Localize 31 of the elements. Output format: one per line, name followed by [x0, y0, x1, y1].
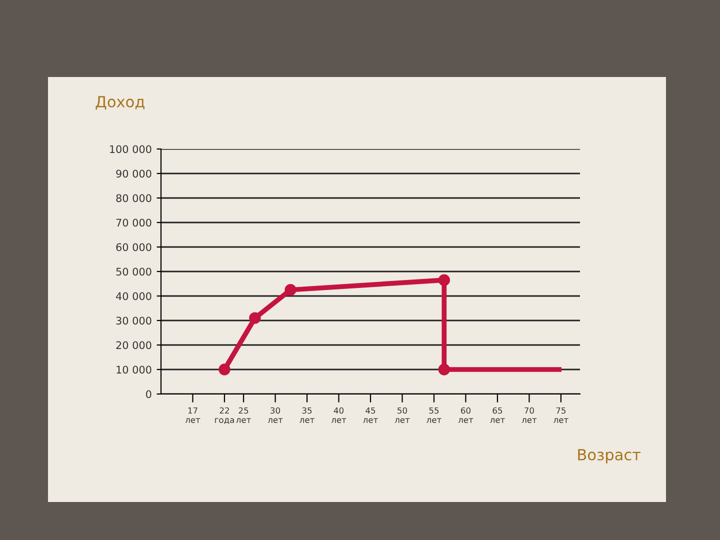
y-tick-label: 100 000 — [110, 145, 152, 154]
x-tick-label: 17 лет — [185, 407, 200, 423]
x-tick-label: 50 лет — [394, 407, 410, 423]
x-tick-label: 40 лет — [331, 407, 346, 423]
x-tick-label: 45 лет — [363, 407, 378, 423]
y-tick-label: 80 000 — [116, 194, 152, 202]
x-axis-title: Возраст — [578, 449, 641, 464]
point — [249, 312, 261, 324]
x-tick-label: 25 лет — [236, 407, 251, 423]
point — [438, 274, 450, 286]
y-tick-label: 20 000 — [116, 341, 152, 350]
point — [218, 364, 230, 376]
x-tick-label: 65 лет — [490, 407, 505, 423]
x-tick-label: 70 лет — [522, 407, 537, 423]
y-tick-label: 10 000 — [116, 366, 152, 374]
y-tick-label: 40 000 — [116, 292, 152, 300]
x-tick-label: 55 лет — [426, 407, 442, 423]
y-tick-label: 70 000 — [116, 218, 152, 227]
y-tick-label: 90 000 — [116, 170, 152, 178]
x-tick-label: 22 года — [215, 407, 234, 424]
x-tick-label: 30 лет — [268, 407, 283, 423]
y-tick-label: 50 000 — [116, 268, 152, 276]
x-tick-label: 35 лет — [300, 407, 314, 423]
point — [284, 284, 296, 296]
point — [438, 364, 450, 376]
y-tick-label: 60 000 — [116, 243, 152, 252]
x-tick-label: 75 лет — [554, 407, 568, 423]
x-tick-label: 60 лет — [458, 407, 474, 423]
y-tick-label: 30 000 — [116, 316, 152, 325]
chart-title: Доход — [96, 96, 144, 110]
y-tick-label: 0 — [146, 390, 152, 398]
